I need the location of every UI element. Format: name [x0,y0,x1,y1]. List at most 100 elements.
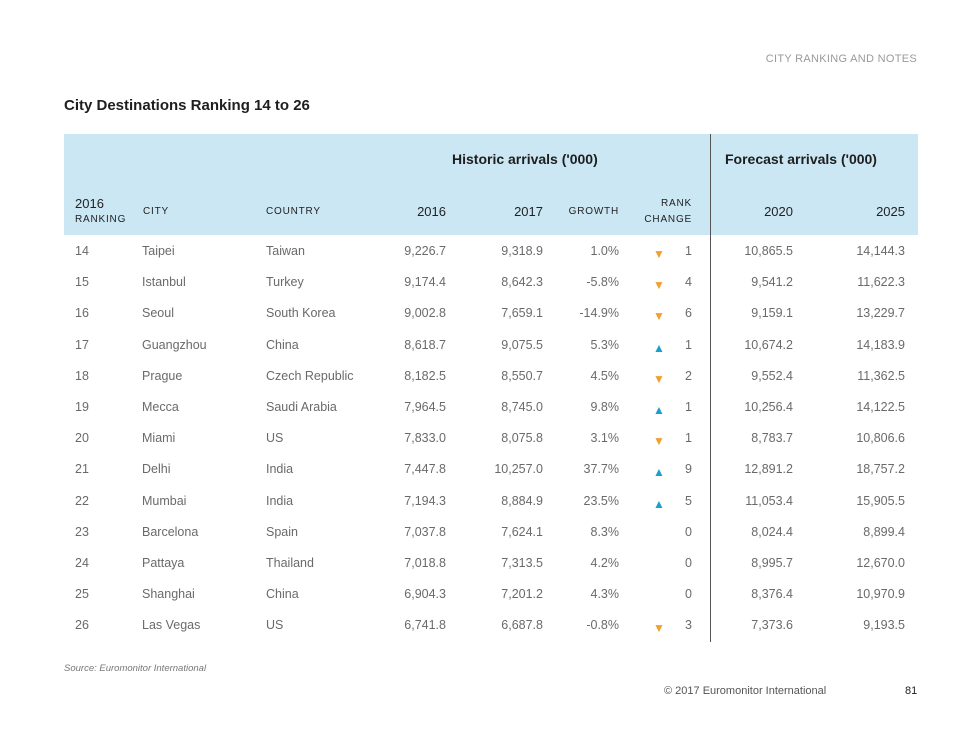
rank-cell: 25 [75,587,89,602]
forecast-2020-cell: 9,541.2 [751,275,793,290]
growth-cell: 1.0% [590,244,620,258]
forecast-2025-cell: 9,193.5 [863,618,905,633]
historic-2017-cell: 8,075.8 [501,431,543,446]
rank-change-cell: 1 [685,244,692,258]
historic-2017-cell: 6,687.8 [501,618,543,633]
table-row: 16 Seoul South Korea 9,002.8 7,659.1 -14.9% ▼ 6… [64,297,918,328]
rank-down-arrow-icon: ▼ [653,371,665,386]
rank-down-arrow-icon: ▼ [653,309,665,324]
city-cell: Taipei [142,244,175,258]
city-cell: Miami [142,431,176,446]
historic-2016-cell: 8,182.5 [404,368,446,383]
rank-change-cell: 0 [685,555,692,570]
page-number: 81 [905,685,918,697]
country-cell: India [266,493,294,508]
historic-2017-cell: 8,550.7 [501,368,543,383]
city-cell: Barcelona [142,524,199,539]
city-cell: Delhi [142,462,171,477]
growth-cell: 23.5% [583,493,619,508]
forecast-2025-cell: 18,757.2 [856,462,905,477]
historic-2017-cell: 7,624.1 [501,524,543,539]
column-divider [710,134,711,642]
table-row: 23 Barcelona Spain 7,037.8 7,624.1 8.3% 0 8,024… [64,516,918,547]
historic-2016-cell: 7,194.3 [404,493,446,508]
country-cell: Czech Republic [266,368,354,383]
forecast-2020-cell: 10,256.4 [744,399,793,414]
table-row: 15 Istanbul Turkey 9,174.4 8,642.3 -5.8% ▼ 4 9,5… [64,266,918,297]
col-forecast-2020: 2020 [764,204,793,219]
rank-cell: 20 [75,431,89,446]
forecast-2020-cell: 10,865.5 [744,244,793,258]
historic-2016-cell: 7,964.5 [404,399,446,414]
historic-2016-cell: 7,447.8 [404,462,446,477]
copyright: © 2017 Euromonitor International [664,685,827,697]
table-header: Historic arrivals ('000) Forecast arriva… [64,134,918,235]
rank-change-cell: 4 [685,275,692,290]
historic-2016-cell: 6,904.3 [404,587,446,602]
rank-change-cell: 5 [685,493,692,508]
col-historic-2016: 2016 [417,204,446,219]
forecast-2020-cell: 7,373.6 [751,618,793,633]
rank-change-cell: 3 [685,618,692,633]
forecast-2025-cell: 11,362.5 [857,368,905,383]
table-row: 17 Guangzhou China 8,618.7 9,075.5 5.3% ▲ 1 10,6… [64,329,918,360]
rank-down-arrow-icon: ▼ [653,278,665,293]
city-cell: Mumbai [142,493,187,508]
rank-cell: 14 [75,244,89,258]
rank-cell: 24 [75,555,89,570]
city-cell: Shanghai [142,587,195,602]
historic-2016-cell: 7,037.8 [404,524,446,539]
historic-2017-cell: 8,745.0 [501,399,543,414]
growth-cell: 9.8% [590,399,620,414]
historic-2017-cell: 8,642.3 [501,275,543,290]
city-cell: Prague [142,368,183,383]
growth-cell: 5.3% [590,337,620,352]
col-growth: GROWTH [568,206,619,217]
forecast-2025-cell: 14,183.9 [856,337,905,352]
country-cell: China [266,587,299,602]
rank-up-arrow-icon: ▲ [653,465,665,480]
table-row: 25 Shanghai China 6,904.3 7,201.2 4.3% 0 8,376.… [64,578,918,609]
historic-2017-cell: 10,257.0 [494,462,543,477]
rank-cell: 22 [75,493,89,508]
col-country: COUNTRY [266,206,321,217]
country-cell: Thailand [266,555,314,570]
historic-2017-cell: 9,318.9 [501,244,543,258]
rank-change-cell: 0 [685,524,692,539]
page-title: City Destinations Ranking 14 to 26 [64,97,310,114]
historic-2016-cell: 8,618.7 [404,337,446,352]
source-note: Source: Euromonitor International [64,663,207,674]
historic-2017-cell: 7,659.1 [501,306,543,321]
col-rank-change-line2: CHANGE [644,214,692,225]
city-cell: Las Vegas [142,618,201,633]
forecast-2025-cell: 8,899.4 [863,524,905,539]
historic-2017-cell: 8,884.9 [501,493,543,508]
col-rank-label: RANKING [75,214,127,225]
forecast-2025-cell: 10,806.6 [856,431,905,446]
country-cell: India [266,462,294,477]
forecast-2020-cell: 12,891.2 [744,462,793,477]
rank-cell: 15 [75,275,89,290]
col-rank-change-line1: RANK [661,198,692,209]
col-forecast-2025: 2025 [876,204,905,219]
rank-change-cell: 0 [685,587,692,602]
city-cell: Mecca [142,399,179,414]
forecast-2025-cell: 14,122.5 [856,399,905,414]
country-cell: Taiwan [266,244,305,258]
historic-2016-cell: 9,226.7 [404,244,446,258]
historic-2017-cell: 7,201.2 [501,587,543,602]
rank-cell: 19 [75,399,89,414]
forecast-2025-cell: 10,970.9 [856,587,905,602]
forecast-2025-cell: 13,229.7 [856,306,905,321]
forecast-2020-cell: 8,024.4 [751,524,793,539]
section-label: CITY RANKING AND NOTES [765,53,917,65]
col-historic-2017: 2017 [514,204,543,219]
rank-up-arrow-icon: ▲ [653,340,665,355]
growth-cell: 4.2% [590,555,620,570]
table-row: 26 Las Vegas US 6,741.8 6,687.8 -0.8% ▼ 3 7,373.… [64,609,918,640]
rank-change-cell: 1 [685,337,692,352]
table-row: 19 Mecca Saudi Arabia 7,964.5 8,745.0 9.8% ▲ 1 1… [64,391,918,422]
rank-change-cell: 9 [685,462,692,477]
historic-2016-cell: 9,174.4 [404,275,446,290]
rank-down-arrow-icon: ▼ [653,247,665,261]
